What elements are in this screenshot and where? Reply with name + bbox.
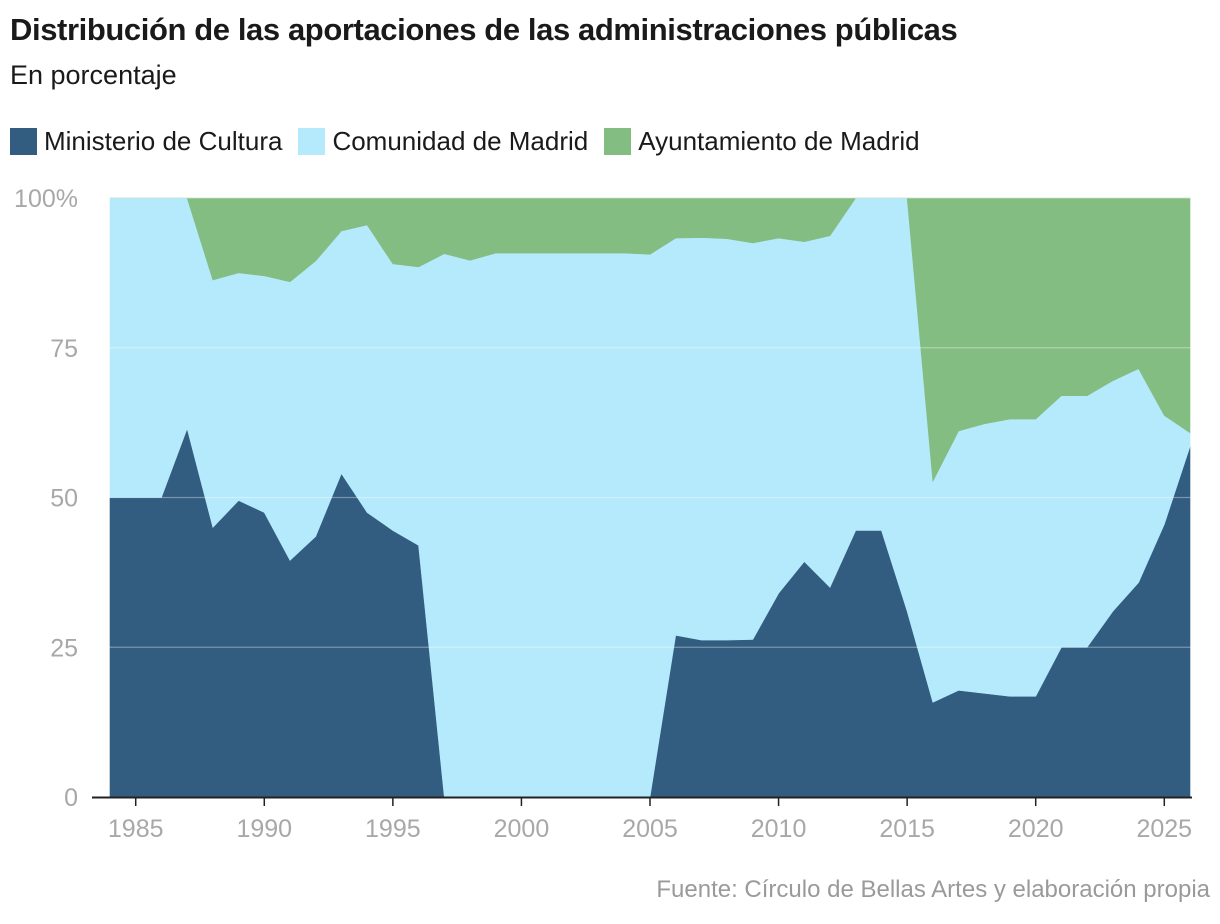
x-tick-label-1985: 1985 — [108, 815, 164, 843]
x-tick-label-2020: 2020 — [1008, 815, 1064, 843]
chart-title: Distribución de las aportaciones de las … — [10, 12, 958, 47]
x-tick-label-1990: 1990 — [236, 815, 292, 843]
y-tick-label-25: 25 — [50, 634, 78, 662]
legend-swatch-ministerio — [10, 128, 37, 155]
legend-label-ministerio: Ministerio de Cultura — [44, 126, 283, 156]
legend: Ministerio de Cultura Comunidad de Madri… — [10, 126, 936, 157]
x-tick-label-2010: 2010 — [751, 815, 807, 843]
x-tick-label-2000: 2000 — [494, 815, 550, 843]
y-tick-label-0: 0 — [64, 784, 78, 812]
legend-item-ministerio: Ministerio de Cultura — [10, 126, 282, 157]
y-tick-label-50: 50 — [50, 485, 78, 513]
source-note: Fuente: Círculo de Bellas Artes y elabor… — [656, 876, 1210, 903]
legend-item-ayuntamiento: Ayuntamiento de Madrid — [604, 126, 920, 157]
area-ayuntamiento — [110, 197, 1191, 483]
legend-label-comunidad: Comunidad de Madrid — [332, 126, 589, 156]
chart-subtitle: En porcentaje — [10, 60, 177, 90]
x-tick-label-2025: 2025 — [1136, 815, 1192, 843]
y-tick-label-100: 100% — [14, 185, 78, 213]
x-tick-label-2015: 2015 — [879, 815, 935, 843]
x-tick-label-1995: 1995 — [365, 815, 421, 843]
y-tick-label-75: 75 — [50, 335, 78, 363]
legend-item-comunidad: Comunidad de Madrid — [298, 126, 588, 157]
legend-label-ayuntamiento: Ayuntamiento de Madrid — [638, 126, 920, 156]
stacked-area-chart: 0 25 50 75 100% 1985 1990 1995 2000 2005 2010 2015 2… — [14, 185, 1193, 843]
legend-swatch-comunidad — [298, 128, 326, 155]
legend-swatch-ayuntamiento — [604, 128, 632, 155]
x-tick-label-2005: 2005 — [622, 815, 678, 843]
